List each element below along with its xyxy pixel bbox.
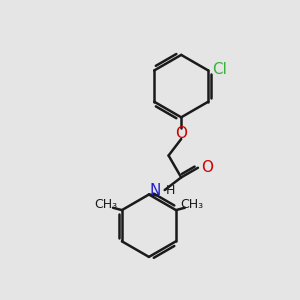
- Text: O: O: [201, 160, 213, 175]
- Text: H: H: [165, 184, 175, 196]
- Text: CH₃: CH₃: [94, 198, 117, 211]
- Text: O: O: [175, 126, 187, 141]
- Text: CH₃: CH₃: [181, 198, 204, 211]
- Text: Cl: Cl: [212, 61, 227, 76]
- Text: N: N: [149, 182, 161, 197]
